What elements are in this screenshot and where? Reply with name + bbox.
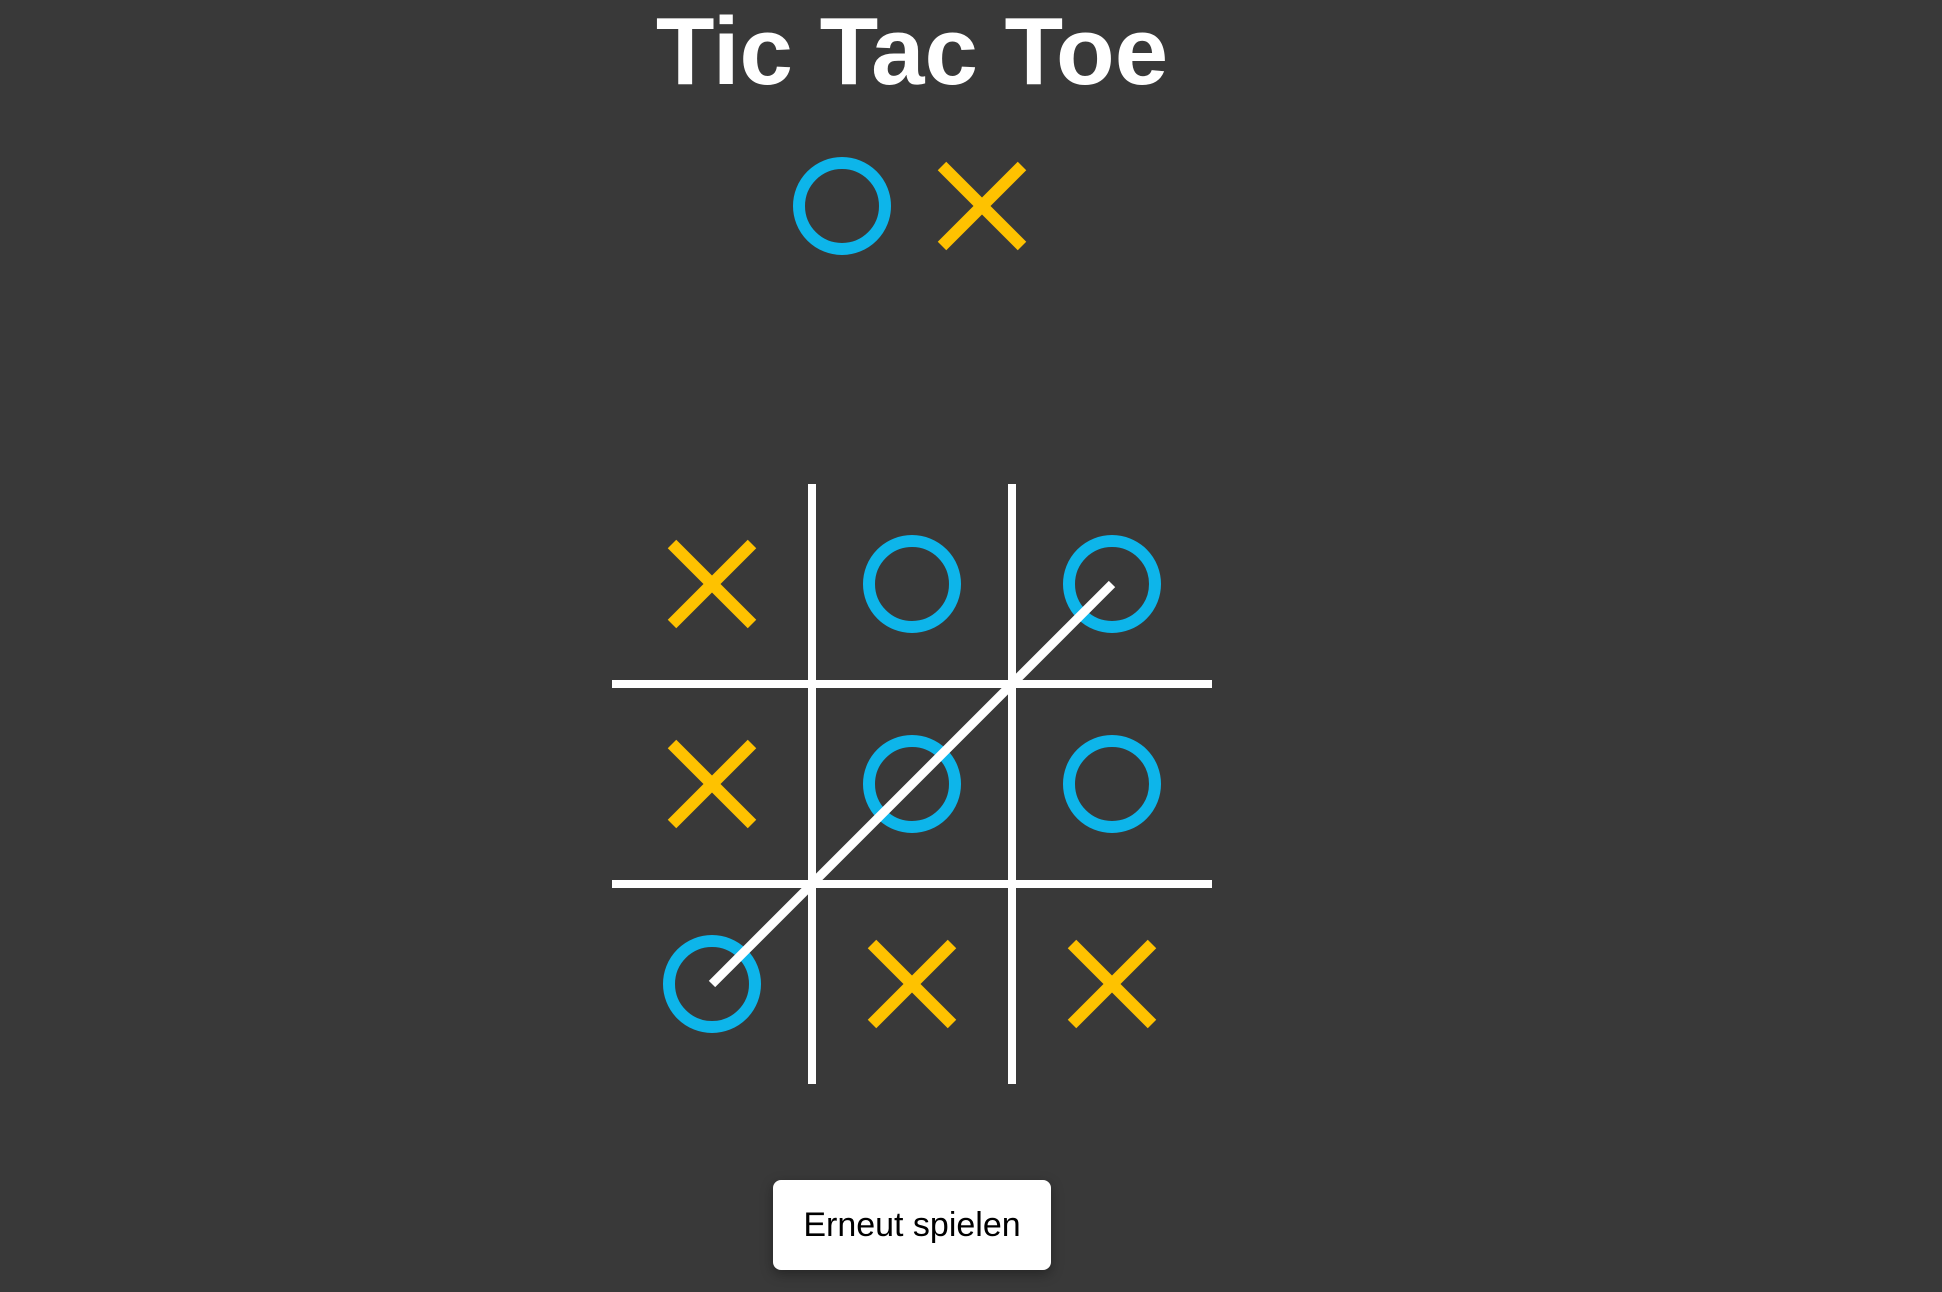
cell-mark-o [863, 535, 961, 633]
replay-button[interactable]: Erneut spielen [773, 1180, 1051, 1270]
player-indicator-icons [793, 157, 1027, 255]
player-indicator [790, 154, 1030, 260]
o-mark-icon [793, 157, 891, 255]
win-line [708, 580, 1116, 988]
player-indicator-x [937, 161, 1027, 251]
cell-mark-x [667, 539, 757, 629]
x-mark-icon [867, 939, 957, 1029]
o-mark-icon [1063, 535, 1161, 633]
cell-mark-x [667, 739, 757, 829]
board-cell-1-1[interactable] [812, 684, 1012, 884]
game-board [612, 484, 1212, 1084]
board-cell-2-2[interactable] [1012, 884, 1212, 1084]
cell-mark-o [663, 935, 761, 1033]
o-mark-icon [1063, 735, 1161, 833]
o-mark-icon [663, 935, 761, 1033]
o-mark-icon [863, 535, 961, 633]
x-mark-icon [1067, 939, 1157, 1029]
board-cell-0-1[interactable] [812, 484, 1012, 684]
board-cell-2-1[interactable] [812, 884, 1012, 1084]
player-indicator-o [793, 157, 891, 255]
x-mark-icon [667, 739, 757, 829]
cell-hit-area[interactable] [1012, 684, 1212, 884]
board-cell-1-0[interactable] [612, 684, 812, 884]
cell-mark-o [1063, 735, 1161, 833]
cell-mark-o [863, 735, 961, 833]
x-mark-icon [667, 539, 757, 629]
cell-mark-x [1067, 939, 1157, 1029]
board-grid [612, 484, 1212, 1084]
board-cell-0-2[interactable] [1012, 484, 1212, 684]
o-mark-icon [863, 735, 961, 833]
cell-mark-o [1063, 535, 1161, 633]
cell-mark-x [867, 939, 957, 1029]
board-cell-1-2[interactable] [1012, 684, 1212, 884]
board-cell-0-0[interactable] [612, 484, 812, 684]
game-title: Tic Tac Toe [655, 0, 1169, 105]
x-mark-icon [937, 161, 1027, 251]
board-cell-2-0[interactable] [612, 884, 812, 1084]
cell-hit-area[interactable] [812, 484, 1012, 684]
